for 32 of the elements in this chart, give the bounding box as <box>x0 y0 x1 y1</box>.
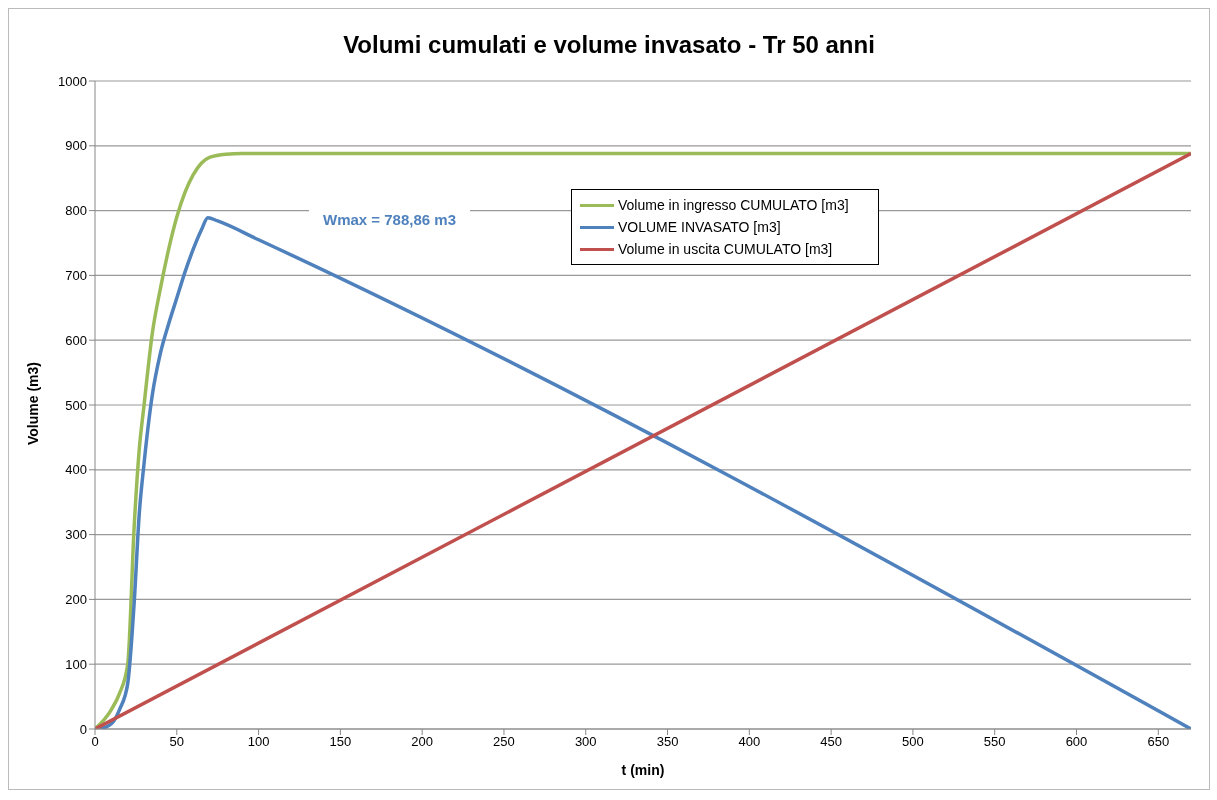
y-tick-label: 0 <box>79 721 87 737</box>
x-axis-title: t (min) <box>621 762 665 778</box>
x-tick-label: 300 <box>574 734 597 750</box>
y-tick-label: 100 <box>65 656 87 672</box>
x-tick-label: 500 <box>902 734 924 750</box>
y-tick-label: 200 <box>65 592 87 608</box>
x-tick-label: 600 <box>1065 734 1088 750</box>
y-tick-label: 800 <box>65 203 87 219</box>
legend-label: Volume in ingresso CUMULATO [m3] <box>618 197 849 213</box>
chart-title: Volumi cumulati e volume invasato - Tr 50 anni <box>342 30 876 60</box>
x-tick-label: 250 <box>493 734 515 750</box>
x-tick-label: 450 <box>820 734 842 750</box>
y-axis-title: Volume (m3) <box>24 362 41 445</box>
x-tick-label: 200 <box>411 734 434 750</box>
y-tick-label: 500 <box>65 397 87 413</box>
x-tick-label: 650 <box>1147 734 1170 750</box>
x-tick-label: 50 <box>169 734 185 750</box>
annotation: Wmax = 788,86 m3 <box>309 209 471 230</box>
x-tick-label: 350 <box>656 734 679 750</box>
legend-label: VOLUME INVASATO [m3] <box>618 219 781 235</box>
x-tick-label: 150 <box>329 734 352 750</box>
x-tick-label: 100 <box>247 734 270 750</box>
y-tick-label: 400 <box>65 462 87 478</box>
x-tick-label: 550 <box>983 734 1006 750</box>
y-tick-label: 600 <box>65 332 87 348</box>
y-tick-label: 700 <box>65 268 87 284</box>
y-tick-label: 1000 <box>58 73 87 89</box>
legend-label: Volume in uscita CUMULATO [m3] <box>618 241 833 257</box>
y-tick-label: 300 <box>65 527 87 543</box>
x-tick-label: 400 <box>738 734 761 750</box>
y-tick-label: 900 <box>65 138 87 154</box>
x-tick-label: 0 <box>91 734 99 750</box>
